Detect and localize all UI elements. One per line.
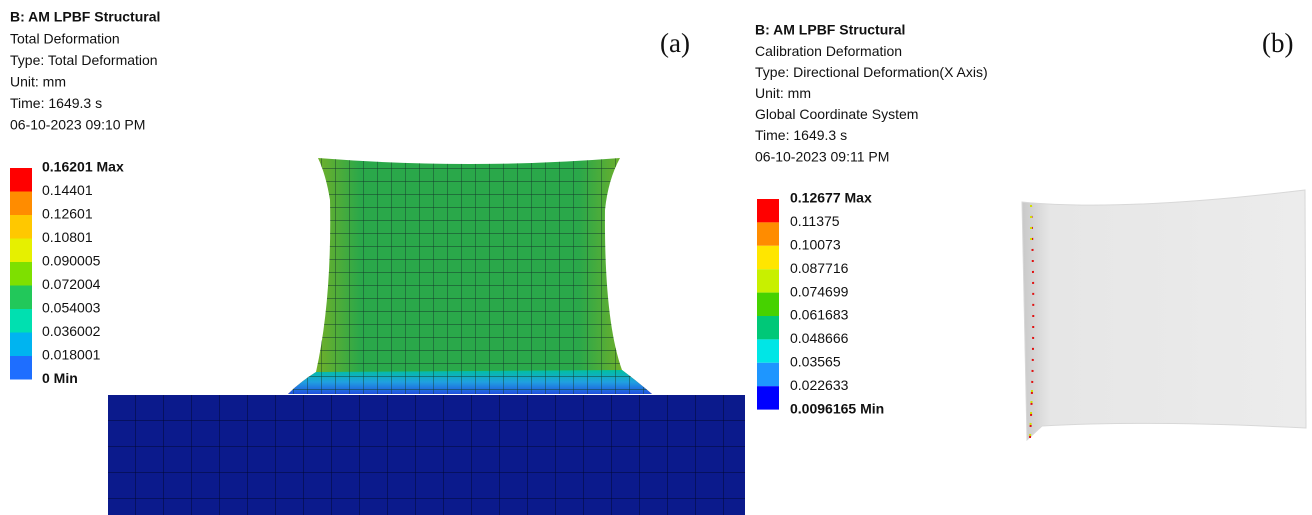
legend-swatch [10, 262, 32, 286]
header-line: Global Coordinate System [755, 106, 918, 122]
header-line: Type: Total Deformation [10, 52, 158, 68]
legend-label: 0.12677 Max [790, 190, 872, 206]
legend-swatch [10, 356, 32, 380]
header-line: Type: Directional Deformation(X Axis) [755, 64, 988, 80]
header-title: B: AM LPBF Structural [10, 9, 160, 25]
legend-swatch [757, 386, 779, 409]
model-a [108, 158, 745, 515]
legend-swatch [757, 363, 779, 386]
legend-swatch [757, 269, 779, 292]
legend-swatch [757, 222, 779, 245]
legend-label: 0.074699 [790, 283, 849, 299]
legend-label: 0.048666 [790, 330, 849, 346]
legend-label: 0.072004 [42, 276, 101, 292]
legend-swatch [10, 239, 32, 263]
legend-label: 0.087716 [790, 260, 849, 276]
legend-label: 0.061683 [790, 307, 849, 323]
legend-swatch [757, 246, 779, 269]
legend-swatch [10, 168, 32, 192]
legend-label: 0.03565 [790, 354, 841, 370]
substrate-mesh [108, 395, 745, 515]
header-title: B: AM LPBF Structural [755, 22, 905, 38]
legend-swatch [757, 199, 779, 222]
legend-label: 0.14401 [42, 182, 93, 198]
header-line: 06-10-2023 09:11 PM [755, 148, 889, 164]
wall-3d [1022, 190, 1306, 440]
panel-label: (a) [660, 28, 690, 58]
legend-swatch [10, 215, 32, 239]
legend-label: 0.16201 Max [42, 159, 124, 175]
figure: (a) B: AM LPBF Structural Total Deformatio… [0, 0, 1312, 515]
legend-swatch [10, 309, 32, 333]
header-line: Unit: mm [755, 85, 811, 101]
legend-label: 0.036002 [42, 323, 101, 339]
header-line: Calibration Deformation [755, 43, 902, 59]
legend-swatch [10, 286, 32, 310]
legend-swatch [757, 293, 779, 316]
header-line: Total Deformation [10, 30, 120, 46]
legend-label: 0.0096165 Min [790, 400, 884, 416]
legend-label: 0.054003 [42, 300, 101, 316]
legend-label: 0.090005 [42, 253, 101, 269]
header-line: 06-10-2023 09:10 PM [10, 117, 145, 133]
legend-label: 0.018001 [42, 347, 101, 363]
legend-swatch [757, 316, 779, 339]
model-b [1022, 190, 1306, 440]
panel-label: (b) [1262, 28, 1293, 58]
header-line: Time: 1649.3 s [755, 127, 847, 143]
header-line: Unit: mm [10, 74, 66, 90]
wall-mesh [288, 158, 652, 394]
legend-swatch [757, 339, 779, 362]
legend-swatch [10, 192, 32, 216]
legend-label: 0.022633 [790, 377, 849, 393]
page: {"panels": [ {"panel_label": "(a)", "hea… [0, 0, 1312, 515]
legend-label: 0.10801 [42, 229, 93, 245]
legend-label: 0 Min [42, 370, 78, 386]
header-line: Time: 1649.3 s [10, 95, 102, 111]
legend-label: 0.11375 [790, 213, 840, 229]
legend-swatch [10, 333, 32, 357]
legend-label: 0.10073 [790, 237, 841, 253]
legend-label: 0.12601 [42, 206, 93, 222]
